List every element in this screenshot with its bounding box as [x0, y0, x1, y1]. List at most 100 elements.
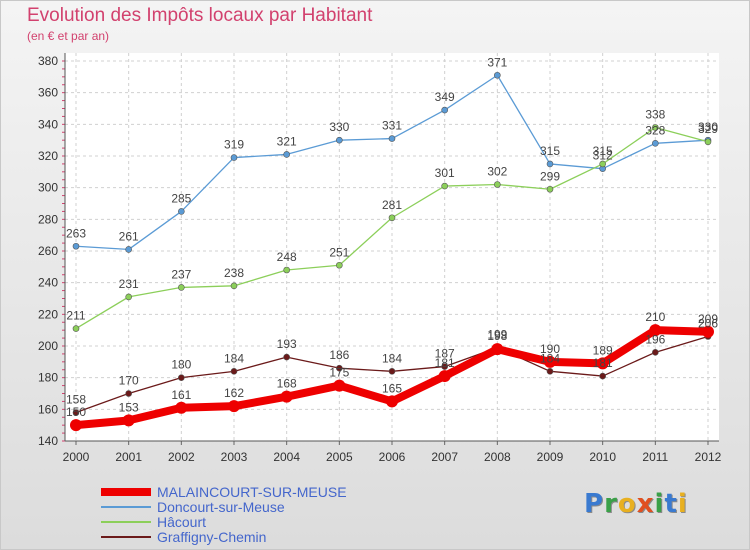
y-tick-label: 280: [38, 212, 58, 226]
chart-subtitle: (en € et par an): [27, 29, 110, 43]
data-label: 187: [435, 347, 455, 361]
data-label: 237: [171, 267, 191, 281]
data-label: 312: [593, 149, 613, 163]
data-point: [230, 282, 238, 290]
legend-swatch: [101, 488, 151, 496]
data-label: 251: [329, 245, 349, 259]
data-point: [283, 266, 290, 274]
data-label: 321: [277, 134, 297, 148]
logo-letter: i: [654, 489, 665, 519]
x-tick-label: 2004: [273, 450, 300, 464]
logo-letter: x: [636, 489, 655, 519]
data-point: [125, 293, 132, 301]
data-label: 281: [382, 198, 402, 212]
data-label: 198: [487, 329, 507, 343]
data-point: [441, 182, 448, 190]
data-label: 315: [593, 144, 613, 158]
data-point: [336, 364, 343, 372]
legend-swatch: [101, 506, 151, 508]
x-tick-label: 2012: [695, 450, 722, 464]
data-label: 184: [382, 351, 402, 365]
data-label: 199: [487, 328, 507, 342]
data-label: 330: [698, 120, 718, 134]
y-tick-label: 140: [38, 434, 58, 448]
data-label: 301: [435, 166, 455, 180]
x-tick-label: 2002: [168, 450, 195, 464]
data-point: [388, 368, 396, 375]
x-tick-label: 2005: [326, 450, 353, 464]
data-point: [652, 349, 659, 356]
data-label: 319: [224, 138, 244, 152]
data-point: [652, 140, 659, 147]
data-point: [283, 151, 290, 158]
x-tick-label: 2009: [537, 450, 564, 464]
data-label: 158: [66, 393, 86, 407]
data-label: 231: [119, 277, 139, 291]
data-point: [70, 419, 82, 432]
data-label: 162: [224, 386, 244, 400]
logo-letter: o: [617, 489, 637, 519]
data-point: [599, 160, 606, 168]
legend-label: Doncourt-sur-Meuse: [157, 499, 285, 515]
data-point: [441, 106, 448, 114]
data-label: 338: [645, 108, 665, 122]
data-point: [336, 136, 343, 144]
data-label: 210: [645, 310, 665, 324]
data-point: [388, 214, 396, 222]
data-point: [438, 370, 451, 383]
data-label: 153: [119, 400, 139, 414]
data-point: [72, 325, 80, 332]
data-point: [652, 124, 659, 131]
data-label: 211: [66, 309, 85, 323]
data-label: 248: [277, 250, 297, 264]
legend-label: Hâcourt: [157, 514, 207, 530]
data-label: 238: [224, 266, 244, 280]
data-point: [649, 324, 662, 337]
data-label: 315: [540, 144, 560, 158]
data-label: 165: [382, 381, 402, 395]
data-label: 263: [66, 226, 86, 240]
logo-letter: r: [604, 489, 618, 519]
x-tick-label: 2008: [484, 450, 511, 464]
y-tick-label: 380: [38, 54, 58, 68]
y-tick-label: 320: [38, 149, 58, 163]
data-point: [230, 368, 238, 375]
legend-label: Graffigny-Chemin: [157, 529, 267, 545]
data-point: [441, 363, 448, 370]
data-point: [230, 154, 238, 161]
data-point: [704, 138, 712, 146]
logo-letter: P: [584, 489, 605, 519]
data-label: 150: [66, 405, 86, 419]
logo-letter: t: [664, 489, 678, 519]
x-tick-label: 2011: [642, 450, 668, 464]
data-point: [283, 353, 290, 361]
y-tick-label: 360: [38, 86, 58, 100]
data-point: [386, 395, 398, 408]
data-point: [596, 357, 609, 370]
data-label: 161: [171, 388, 191, 402]
data-label: 371: [487, 55, 507, 69]
y-tick-label: 200: [38, 339, 58, 353]
data-label: 180: [171, 358, 191, 372]
data-label: 299: [540, 169, 560, 183]
data-point: [122, 414, 135, 427]
data-label: 209: [698, 312, 718, 326]
data-point: [494, 181, 501, 188]
data-point: [491, 343, 504, 356]
logo-letter: i: [677, 489, 688, 519]
data-label: 330: [329, 120, 349, 134]
data-label: 184: [224, 351, 244, 365]
data-label: 170: [119, 374, 139, 388]
x-tick-label: 2006: [379, 450, 406, 464]
data-point: [125, 246, 132, 253]
data-point: [388, 135, 396, 142]
proxiti-logo: Proxiti: [584, 489, 688, 519]
chart-title: Evolution des Impôts locaux par Habitant: [27, 5, 373, 26]
x-tick-label: 2007: [431, 450, 458, 464]
data-label: 261: [119, 229, 139, 243]
data-point: [599, 372, 606, 380]
data-label: 190: [540, 342, 560, 356]
data-label: 181: [435, 356, 455, 370]
y-tick-label: 160: [38, 402, 58, 416]
